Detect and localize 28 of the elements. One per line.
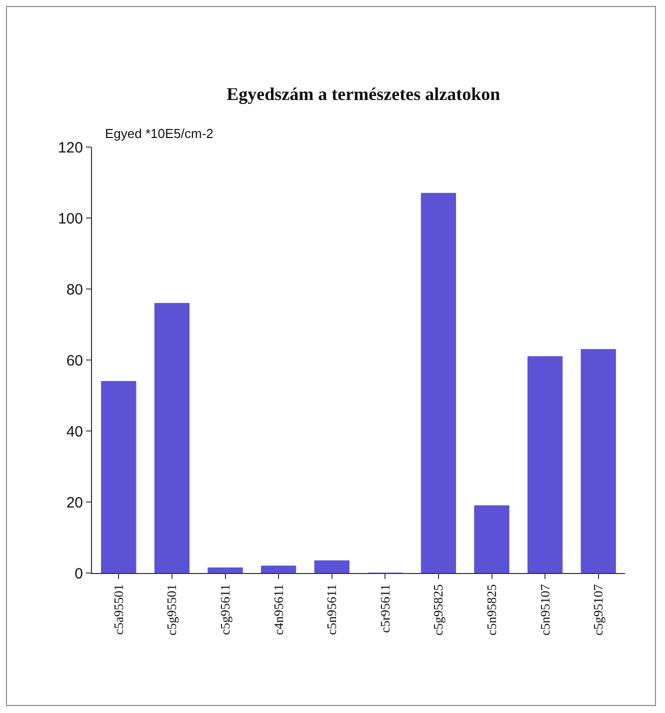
x-tick-label: c5n95611 [324,584,340,635]
x-tick-label: c5n95825 [484,584,499,636]
x-tick-label: c5g95107 [590,584,606,636]
chart-title: Egyedszám a természetes alzatokon [226,84,500,104]
y-tick-label: 100 [58,210,83,228]
y-tick-label: 60 [66,352,83,370]
x-tick-label: c5g95501 [164,584,180,636]
y-tick-label: 0 [74,565,83,582]
x-tick-label: c4n95611 [270,584,286,635]
x-tick-label: c5n95107 [537,584,552,636]
bar [314,560,350,573]
bar [154,302,190,573]
bar [527,356,563,573]
y-axis-title: Egyed *10E5/cm-2 [105,126,214,141]
y-tick-label: 40 [66,423,83,440]
y-tick-label: 80 [66,281,83,298]
bar [208,567,243,573]
y-tick-label: 120 [58,139,83,156]
bar [260,566,296,573]
bar [474,505,510,573]
bar [580,349,616,573]
x-tick-label: c5g95611 [217,584,232,635]
x-tick-label: c5g95825 [430,584,446,636]
x-tick-label: c5a95501 [110,584,126,635]
bar [101,381,136,573]
x-tick-label: c5r95611 [377,584,392,633]
y-tick-label: 20 [66,494,83,512]
bar [420,192,456,573]
